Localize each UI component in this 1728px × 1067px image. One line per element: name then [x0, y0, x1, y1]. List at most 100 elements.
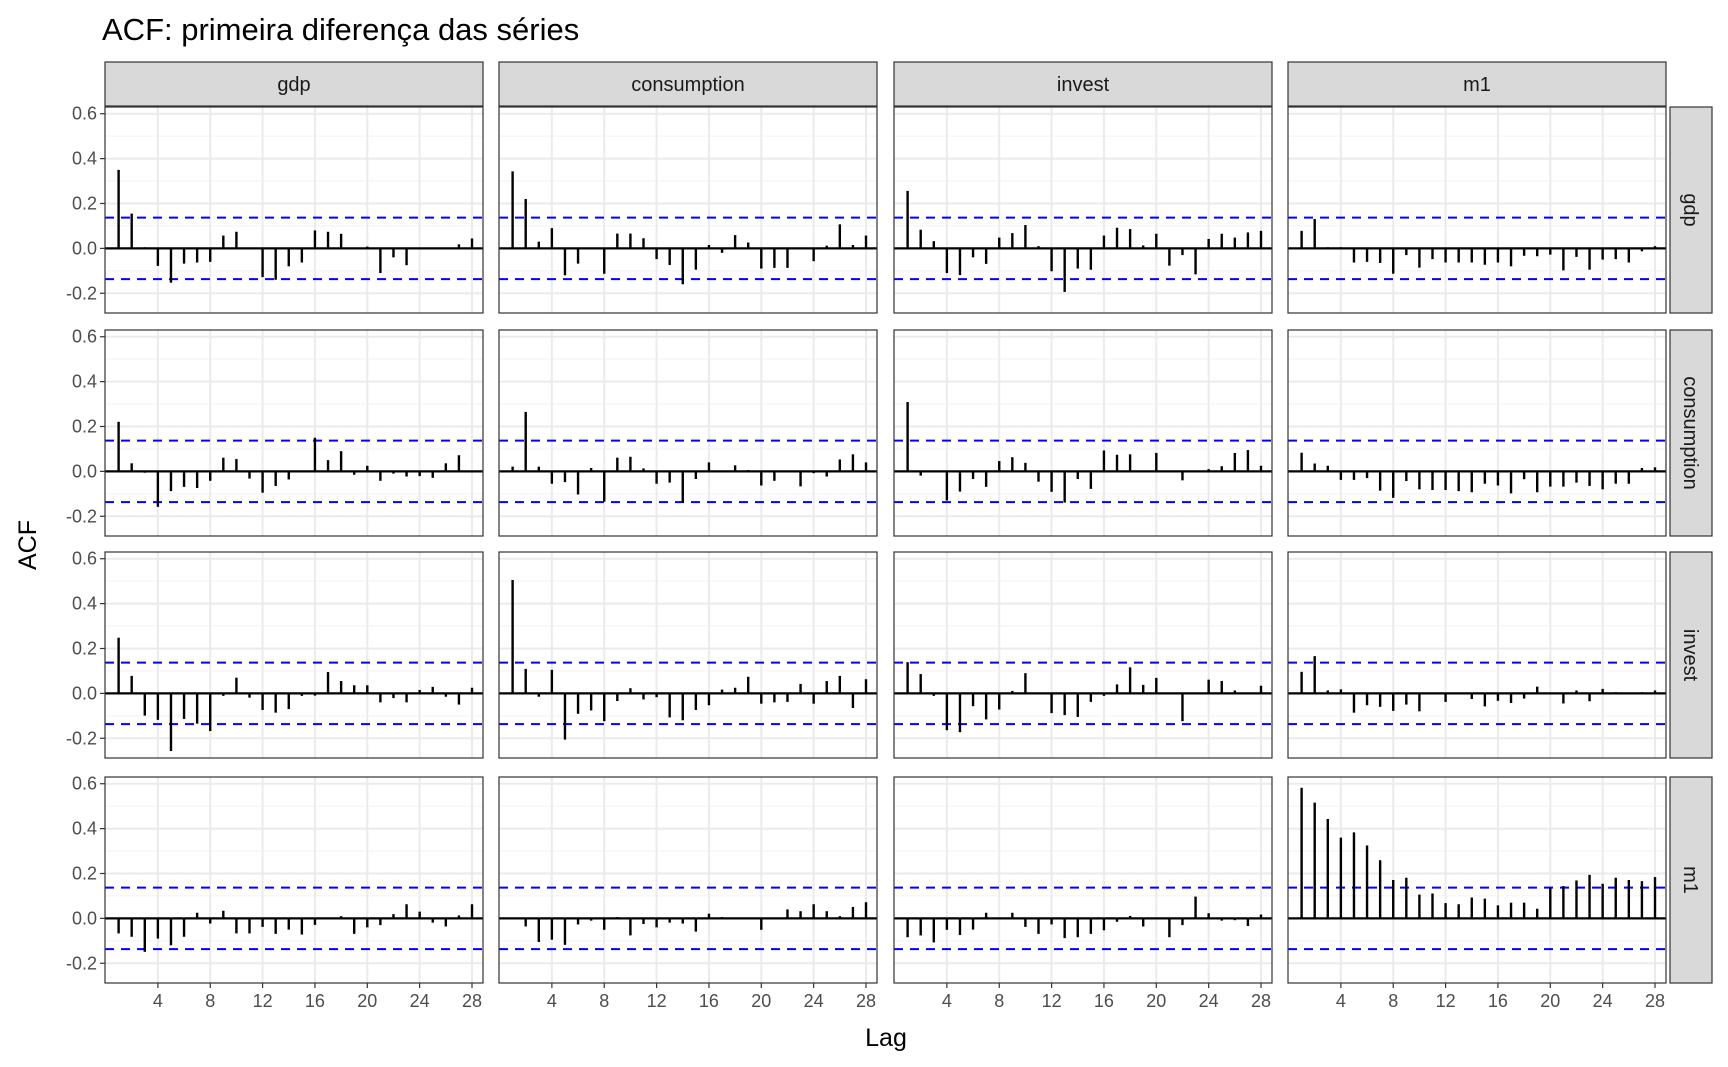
x-tick-label: 12: [253, 991, 273, 1011]
panel-border: [498, 329, 878, 537]
panel-background: [105, 330, 483, 536]
facet-panel: -0.2 0.0 0.2 0.4 0.6: [66, 549, 484, 759]
facet-strip-column: [498, 61, 878, 107]
x-tick-label: 28: [856, 991, 876, 1011]
x-tick-label: 20: [751, 991, 771, 1011]
panel-border: [498, 106, 878, 314]
panel-background: [1288, 777, 1666, 983]
facet-strip-row-label: m1: [1679, 866, 1701, 894]
panel-background: [105, 777, 483, 983]
x-tick-label: 4: [153, 991, 163, 1011]
panel-background: [1288, 330, 1666, 536]
x-tick-label: 12: [1436, 991, 1456, 1011]
y-tick-label: 0.4: [72, 149, 97, 169]
panel-border: [104, 329, 484, 537]
panel-border: [893, 776, 1273, 984]
x-tick-label: 16: [1488, 991, 1508, 1011]
facet-strip-column-label: gdp: [277, 74, 310, 96]
panel-border: [104, 776, 484, 984]
facet-panel: 4 8 12 16 20 24 28: [498, 776, 878, 1011]
x-tick-label: 28: [1251, 991, 1271, 1011]
facet-panel: [893, 106, 1273, 314]
y-tick-label: 0.2: [72, 416, 97, 436]
y-tick-label: 0.2: [72, 193, 97, 213]
x-tick-label: 24: [1593, 991, 1613, 1011]
facet-panel: -0.2 0.0 0.2 0.4 0.6: [66, 104, 484, 314]
facet-strip-column: [893, 61, 1273, 107]
facet-panels: gdp consumption invest m1 gdp consumption inve…: [66, 61, 1713, 1011]
y-tick-label: 0.0: [72, 238, 97, 258]
panel-background: [1288, 552, 1666, 758]
x-tick-label: 12: [1042, 991, 1062, 1011]
panel-border: [498, 551, 878, 759]
facet-panel: [893, 329, 1273, 537]
x-axis-label: Lag: [865, 1024, 907, 1052]
facet-panel: [1287, 106, 1667, 314]
x-tick-label: 20: [357, 991, 377, 1011]
panel-border: [1287, 106, 1667, 314]
panel-background: [894, 552, 1272, 758]
facet-strip-column-label: m1: [1463, 74, 1491, 96]
facet-panel: [498, 329, 878, 537]
panel-background: [105, 107, 483, 313]
panel-background: [105, 552, 483, 758]
panel-border: [893, 329, 1273, 537]
x-tick-label: 8: [994, 991, 1004, 1011]
panel-background: [894, 330, 1272, 536]
panel-border: [498, 776, 878, 984]
x-tick-label: 28: [462, 991, 482, 1011]
chart-title: ACF: primeira diferença das séries: [102, 12, 579, 47]
x-tick-label: 24: [804, 991, 824, 1011]
facet-panel: [498, 106, 878, 314]
panel-background: [499, 777, 877, 983]
facet-panel: 4 8 12 16 20 24 28: [1287, 776, 1667, 1011]
x-tick-label: 20: [1540, 991, 1560, 1011]
facet-panel: [1287, 551, 1667, 759]
panel-border: [1287, 329, 1667, 537]
facet-strip-column: [1287, 61, 1667, 107]
y-axis-label: ACF: [14, 520, 42, 570]
panel-border: [104, 106, 484, 314]
y-tick-label: 0.6: [72, 774, 97, 794]
panel-background: [499, 107, 877, 313]
facet-panel: -0.2 0.0 0.2 0.4 0.6 4 8 12 16 20 24 28: [66, 774, 484, 1011]
y-tick-label: 0.6: [72, 549, 97, 569]
y-tick-label: 0.0: [72, 683, 97, 703]
facet-strip-row-label: consumption: [1679, 376, 1701, 489]
x-tick-label: 8: [599, 991, 609, 1011]
panel-border: [893, 551, 1273, 759]
facet-strip-row: [1669, 106, 1713, 314]
x-tick-label: 4: [942, 991, 952, 1011]
panel-border: [104, 551, 484, 759]
facet-strip-column-label: consumption: [631, 74, 744, 96]
panel-background: [894, 107, 1272, 313]
facet-strip-row: [1669, 776, 1713, 984]
facet-panel: [893, 551, 1273, 759]
panel-background: [499, 552, 877, 758]
y-tick-label: 0.2: [72, 863, 97, 883]
facet-panel: -0.2 0.0 0.2 0.4 0.6: [66, 327, 484, 537]
panel-background: [1288, 107, 1666, 313]
y-tick-label: -0.2: [66, 953, 97, 973]
facet-strip-row-label: gdp: [1679, 193, 1701, 226]
facet-strip-row: [1669, 329, 1713, 537]
facet-strip-column-label: invest: [1057, 74, 1110, 96]
facet-strip-row: [1669, 551, 1713, 759]
y-tick-label: -0.2: [66, 283, 97, 303]
x-tick-label: 24: [410, 991, 430, 1011]
y-tick-label: 0.4: [72, 372, 97, 392]
facet-strip-row-label: invest: [1679, 629, 1701, 682]
panel-border: [1287, 551, 1667, 759]
x-tick-label: 12: [647, 991, 667, 1011]
x-tick-label: 8: [1388, 991, 1398, 1011]
facet-panel: [1287, 329, 1667, 537]
x-tick-label: 8: [205, 991, 215, 1011]
y-tick-label: 0.0: [72, 461, 97, 481]
x-tick-label: 16: [699, 991, 719, 1011]
y-tick-label: 0.2: [72, 638, 97, 658]
y-tick-label: -0.2: [66, 506, 97, 526]
facet-strip-column: [104, 61, 484, 107]
y-tick-label: 0.0: [72, 908, 97, 928]
y-tick-label: 0.4: [72, 819, 97, 839]
